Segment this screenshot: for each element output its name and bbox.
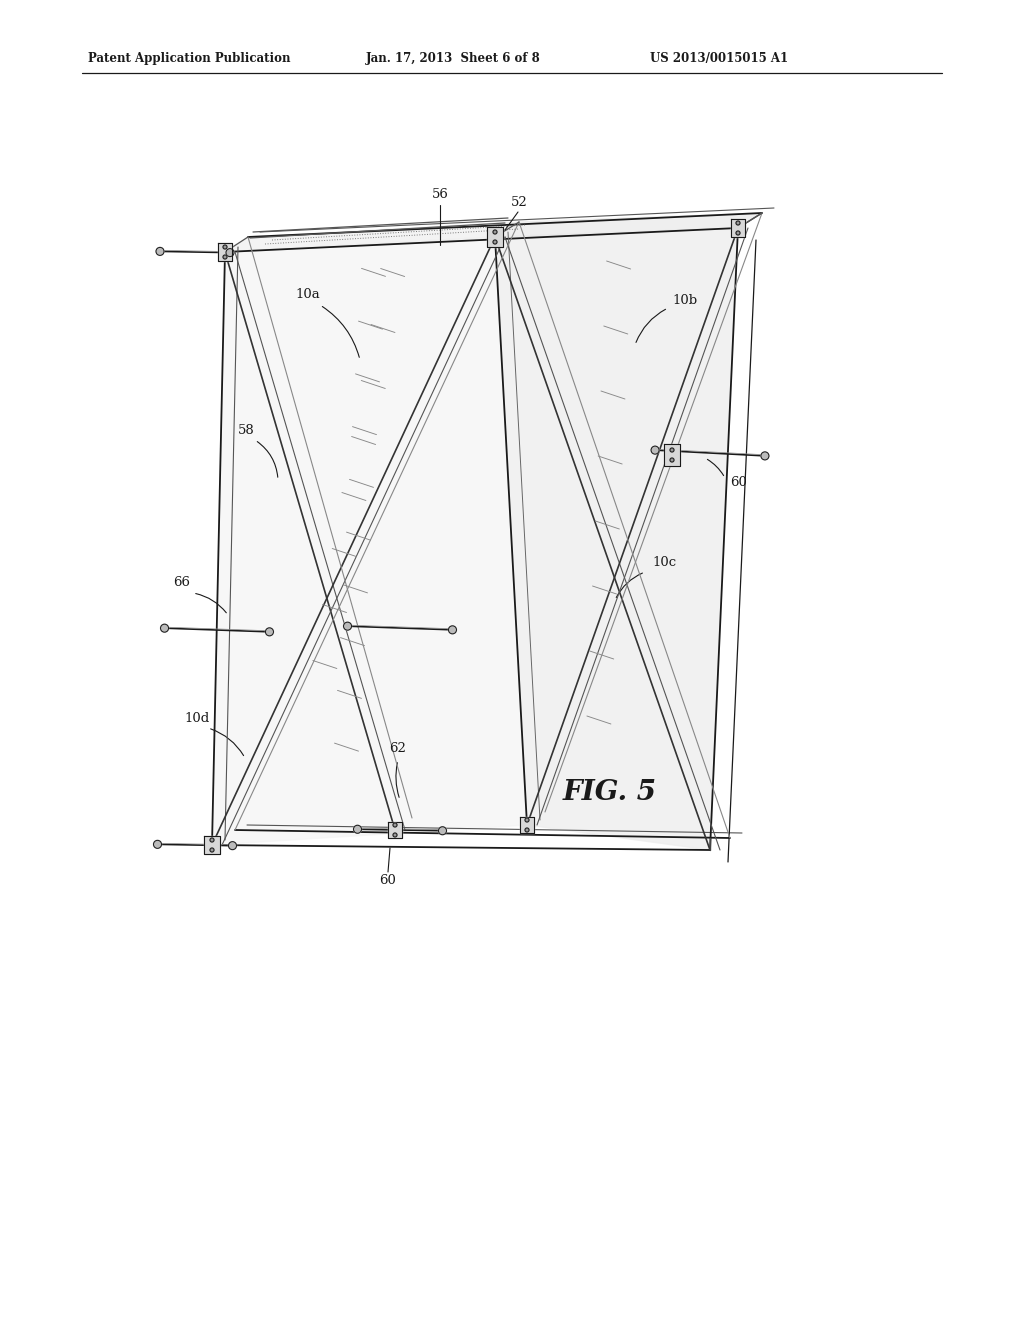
- Circle shape: [493, 230, 497, 234]
- Text: 60: 60: [380, 874, 396, 887]
- Text: 58: 58: [238, 424, 254, 437]
- Circle shape: [228, 842, 237, 850]
- Circle shape: [393, 822, 397, 828]
- Text: Patent Application Publication: Patent Application Publication: [88, 51, 291, 65]
- Polygon shape: [495, 213, 762, 238]
- Polygon shape: [520, 817, 534, 833]
- Polygon shape: [218, 243, 232, 261]
- Text: 62: 62: [389, 742, 407, 755]
- Circle shape: [154, 841, 162, 849]
- FancyArrowPatch shape: [323, 306, 359, 358]
- Circle shape: [670, 447, 674, 451]
- Circle shape: [223, 255, 227, 259]
- Circle shape: [493, 240, 497, 244]
- Polygon shape: [664, 444, 680, 466]
- Circle shape: [161, 624, 169, 632]
- Text: US 2013/0015015 A1: US 2013/0015015 A1: [650, 51, 788, 65]
- Circle shape: [670, 458, 674, 462]
- Circle shape: [226, 248, 234, 256]
- Circle shape: [353, 825, 361, 833]
- Circle shape: [761, 451, 769, 459]
- FancyArrowPatch shape: [636, 309, 666, 342]
- Text: 10d: 10d: [184, 711, 210, 725]
- Text: 10c: 10c: [652, 556, 676, 569]
- Polygon shape: [212, 238, 527, 845]
- Polygon shape: [731, 219, 745, 238]
- Text: 52: 52: [511, 195, 527, 209]
- Text: 60: 60: [730, 477, 746, 490]
- Circle shape: [438, 826, 446, 834]
- Polygon shape: [388, 822, 402, 838]
- FancyArrowPatch shape: [211, 729, 244, 755]
- FancyArrowPatch shape: [708, 459, 724, 475]
- Circle shape: [156, 247, 164, 255]
- FancyArrowPatch shape: [396, 763, 399, 797]
- Circle shape: [393, 833, 397, 837]
- Circle shape: [651, 446, 659, 454]
- Circle shape: [210, 838, 214, 842]
- Text: 66: 66: [173, 576, 190, 589]
- FancyArrowPatch shape: [616, 573, 642, 598]
- FancyArrowPatch shape: [196, 594, 226, 612]
- FancyArrowPatch shape: [257, 442, 278, 478]
- Circle shape: [223, 246, 227, 249]
- Text: Jan. 17, 2013  Sheet 6 of 8: Jan. 17, 2013 Sheet 6 of 8: [366, 51, 541, 65]
- Polygon shape: [204, 836, 220, 854]
- Polygon shape: [495, 228, 738, 850]
- Circle shape: [343, 622, 351, 630]
- Circle shape: [525, 818, 529, 822]
- Text: 56: 56: [431, 189, 449, 202]
- Circle shape: [736, 231, 740, 235]
- Polygon shape: [487, 227, 503, 247]
- Text: 10a: 10a: [296, 289, 321, 301]
- Circle shape: [449, 626, 457, 634]
- Circle shape: [265, 628, 273, 636]
- Circle shape: [736, 220, 740, 224]
- Circle shape: [525, 828, 529, 832]
- Text: 10b: 10b: [672, 293, 697, 306]
- Circle shape: [210, 847, 214, 851]
- Polygon shape: [225, 222, 519, 252]
- Text: FIG. 5: FIG. 5: [563, 780, 657, 807]
